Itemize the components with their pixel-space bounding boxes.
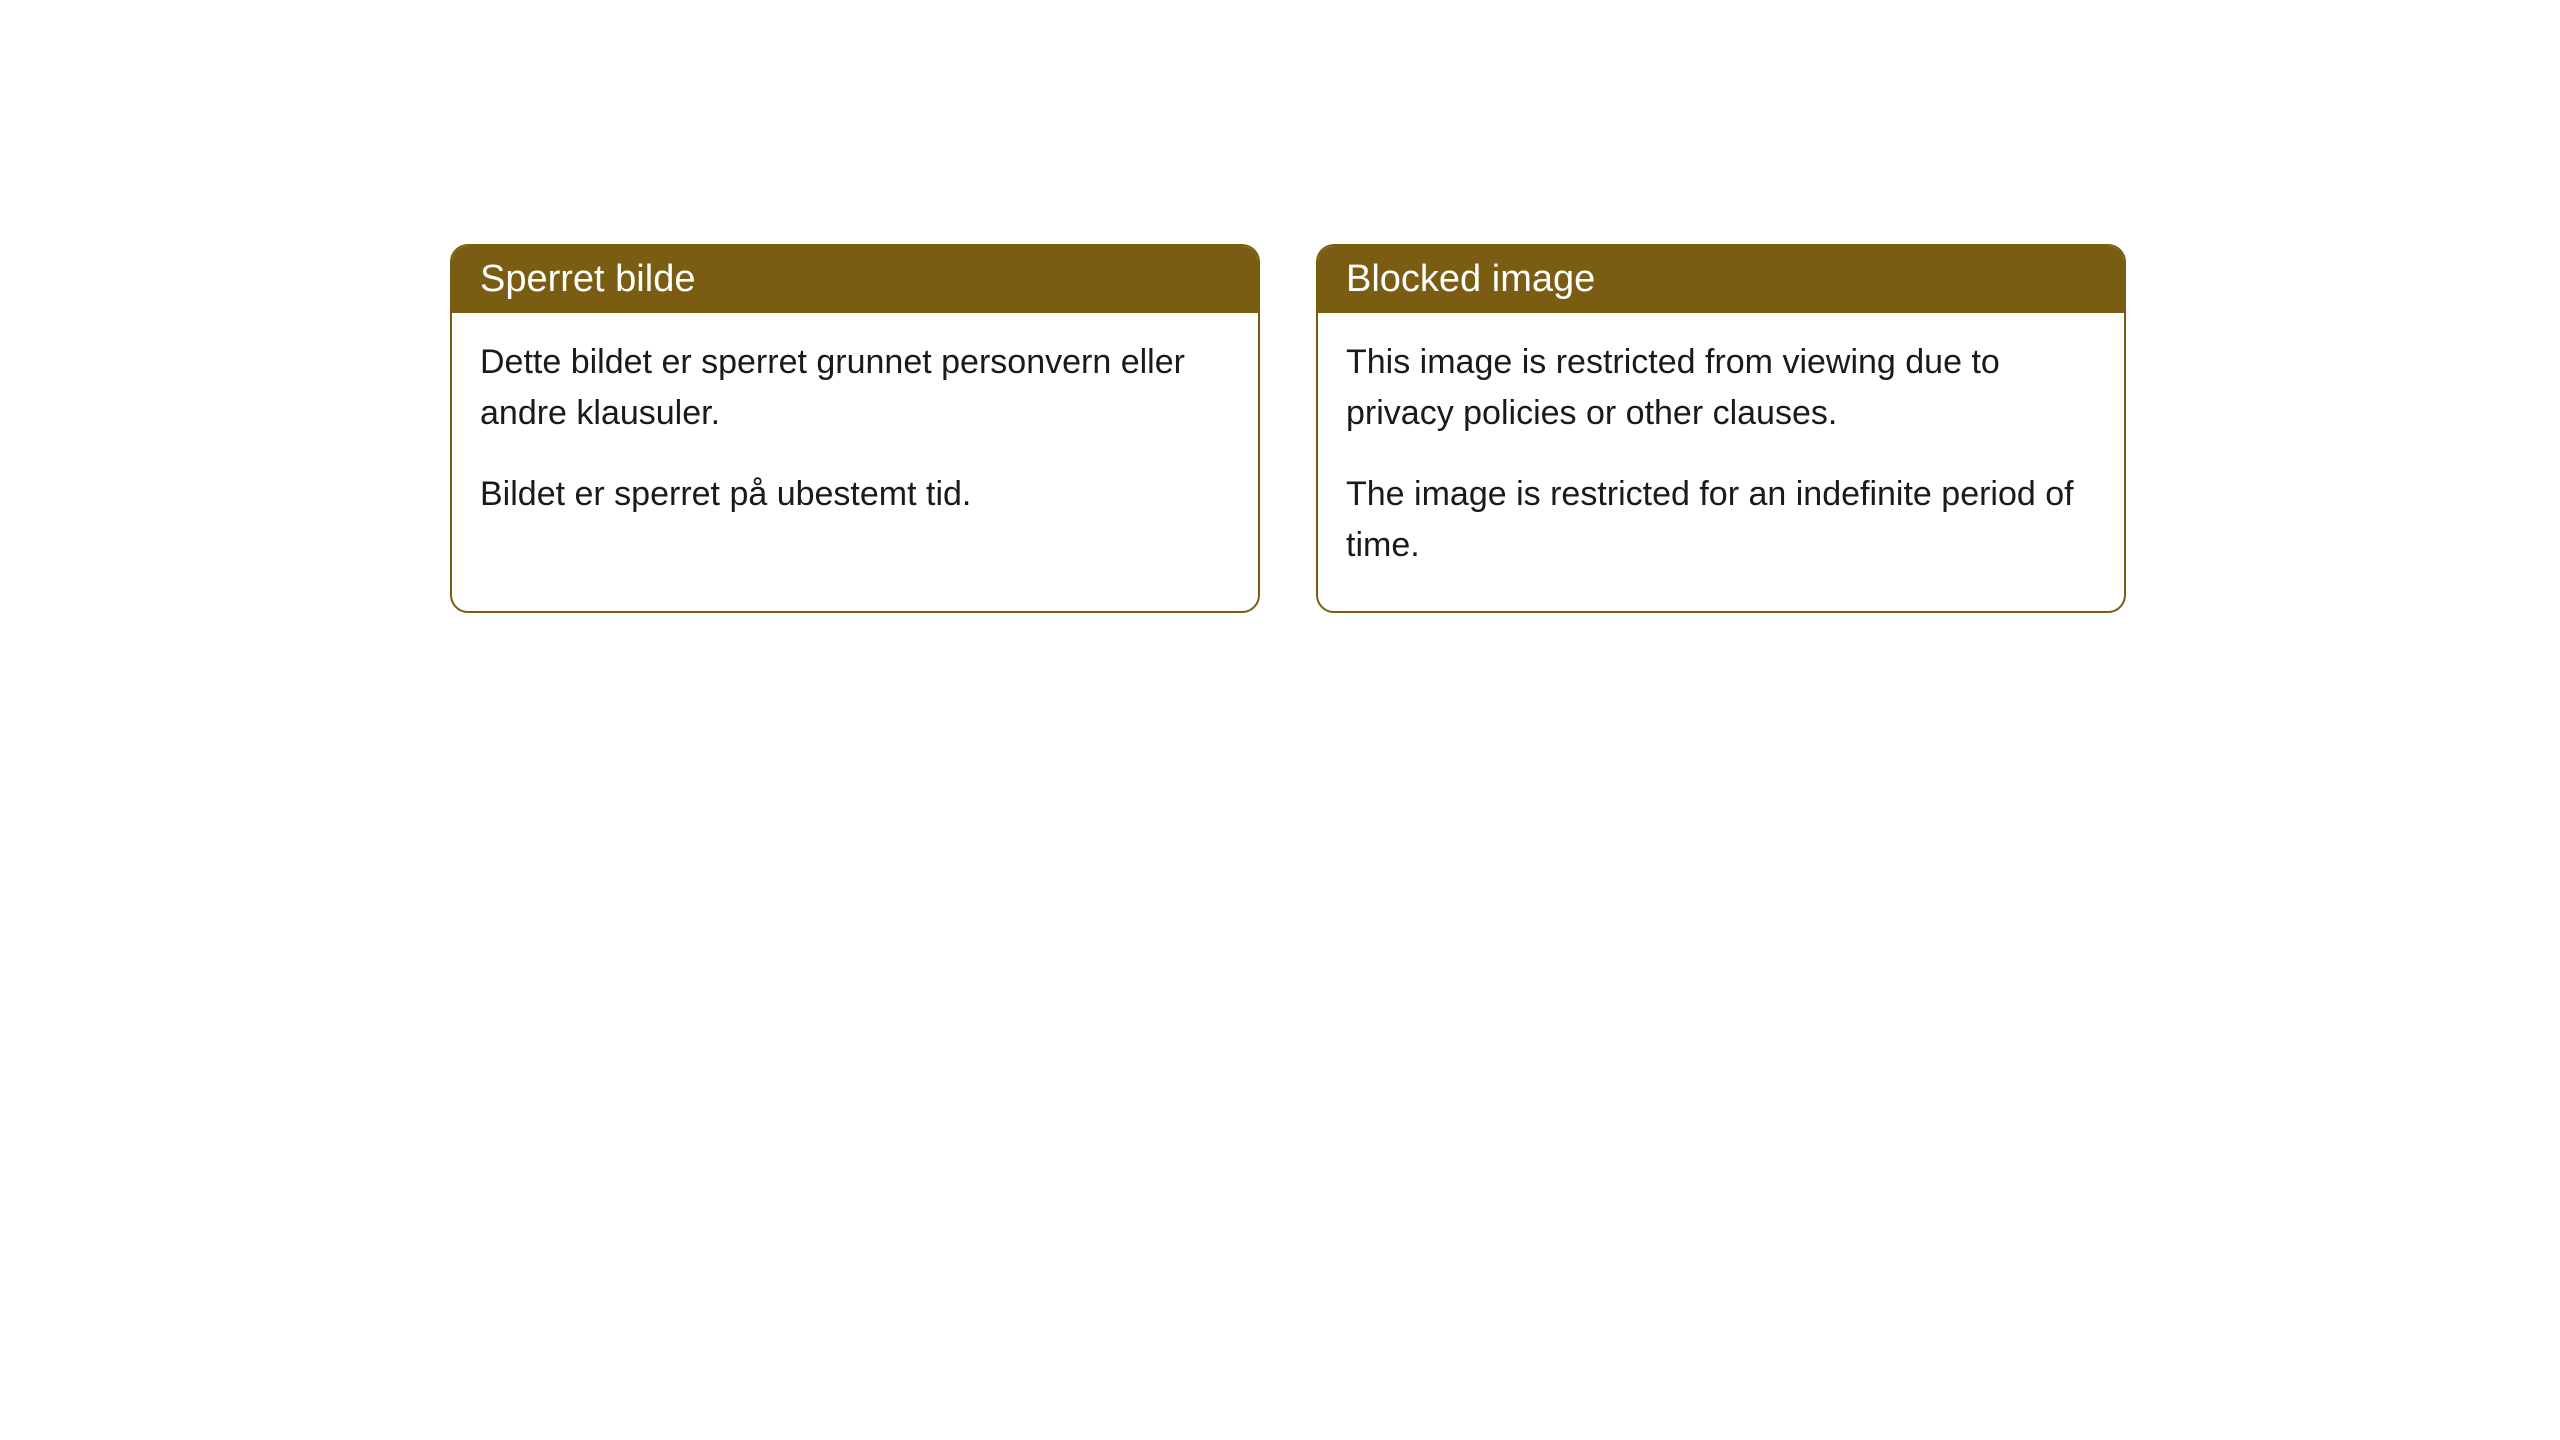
card-paragraph-1: Dette bildet er sperret grunnet personve… [480, 337, 1230, 439]
card-body-english: This image is restricted from viewing du… [1318, 313, 2124, 611]
blocked-image-card-english: Blocked image This image is restricted f… [1316, 244, 2126, 613]
card-body-norwegian: Dette bildet er sperret grunnet personve… [452, 313, 1258, 560]
card-paragraph-2: The image is restricted for an indefinit… [1346, 469, 2096, 571]
card-header-english: Blocked image [1318, 246, 2124, 313]
blocked-image-card-norwegian: Sperret bilde Dette bildet er sperret gr… [450, 244, 1260, 613]
card-paragraph-2: Bildet er sperret på ubestemt tid. [480, 469, 1230, 520]
card-header-norwegian: Sperret bilde [452, 246, 1258, 313]
cards-container: Sperret bilde Dette bildet er sperret gr… [450, 244, 2126, 613]
card-paragraph-1: This image is restricted from viewing du… [1346, 337, 2096, 439]
